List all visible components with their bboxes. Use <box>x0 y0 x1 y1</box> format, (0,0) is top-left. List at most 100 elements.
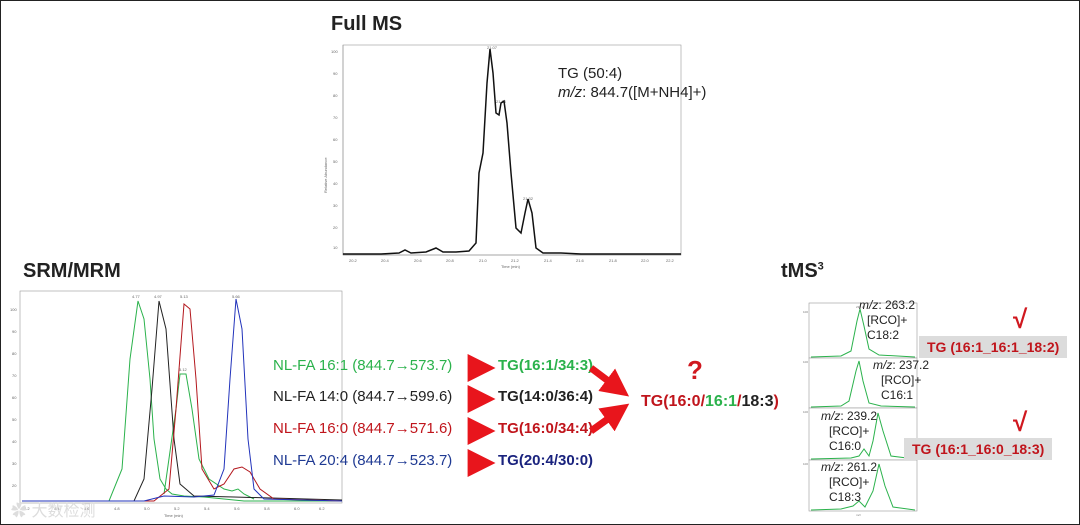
nl-fa-result-part: TG(14:0/36:4) <box>498 388 594 405</box>
svg-text:20: 20 <box>333 225 338 230</box>
svg-text:5.13: 5.13 <box>180 294 189 299</box>
svg-text:80: 80 <box>12 351 17 356</box>
tms-line2: C18:2 <box>867 328 900 342</box>
svg-text:21.4: 21.4 <box>544 258 553 263</box>
tms-line1: [RCO]+ <box>829 475 870 489</box>
tms-mz-symbol: m/z <box>873 358 893 372</box>
svg-text:m/z: m/z <box>856 513 861 517</box>
tms-mz-value: : 237.2 <box>892 358 930 372</box>
svg-text:22.2: 22.2 <box>666 258 675 263</box>
svg-text:6.2: 6.2 <box>319 506 325 511</box>
svg-text:50: 50 <box>333 159 338 164</box>
svg-text:Time (min): Time (min) <box>164 513 184 518</box>
tms-mz-symbol: m/z <box>821 409 841 423</box>
svg-text:5.0: 5.0 <box>144 506 150 511</box>
svg-text:Time (min): Time (min) <box>501 264 521 269</box>
svg-text:237.2: 237.2 <box>856 305 864 309</box>
svg-text:4.8: 4.8 <box>114 506 120 511</box>
tms-line2: C18:3 <box>829 490 862 504</box>
tms-title-sup: 3 <box>817 260 824 273</box>
tms-line2: C16:0 <box>829 439 862 453</box>
svg-text:5.8: 5.8 <box>264 506 270 511</box>
tms-mz-symbol: m/z <box>821 460 841 474</box>
tms-mz-value: : 261.2 <box>840 460 878 474</box>
svg-text:100: 100 <box>803 310 808 314</box>
tms-mz-line: m/z: 237.2 <box>873 358 929 373</box>
svg-text:100: 100 <box>10 307 17 312</box>
svg-text:20.4: 20.4 <box>381 258 390 263</box>
svg-text:100: 100 <box>331 49 338 54</box>
conclusion-part: TG(16:0/ <box>641 393 706 410</box>
svg-text:10: 10 <box>333 245 338 250</box>
svg-text:30: 30 <box>12 461 17 466</box>
svg-text:4.97: 4.97 <box>154 294 163 299</box>
tms-annotation-4: m/z: 261.2 [RCO]+ C18:3 <box>821 460 877 505</box>
check-mark-2: √ <box>1013 407 1028 437</box>
svg-text:5.66: 5.66 <box>232 294 241 299</box>
result-tag-2: TG (16:1_16:0_18:3) <box>904 438 1053 460</box>
tms-annotation-1: m/z: 263.2 [RCO]+ C18:2 <box>859 298 915 343</box>
svg-text:50: 50 <box>12 417 17 422</box>
svg-text:5.6: 5.6 <box>234 506 240 511</box>
svg-text:4.77: 4.77 <box>132 294 141 299</box>
nl-fa-result-part: TG(20:4/30:0) <box>498 452 594 469</box>
conclusion-part: ) <box>773 393 779 410</box>
tms-spectra: 237.2 100 100 100 100 m/z <box>803 302 918 517</box>
svg-text:90: 90 <box>333 71 338 76</box>
svg-text:90: 90 <box>12 329 17 334</box>
tms-mz-line: m/z: 239.2 <box>821 409 877 424</box>
tms-annotation-3: m/z: 239.2 [RCO]+ C16:0 <box>821 409 877 454</box>
svg-text:40: 40 <box>333 181 338 186</box>
arrow-merge-bottom <box>588 403 630 434</box>
nl-fa-rule-1: NL-FA 16:1 (844.7→573.7) <box>273 357 453 374</box>
srm-title: SRM/MRM <box>23 260 121 282</box>
tms-line2: C16:1 <box>881 388 914 402</box>
svg-text:21.2: 21.2 <box>511 258 520 263</box>
full-ms-title: Full MS <box>331 13 403 35</box>
tms-mz-symbol: m/z <box>859 298 879 312</box>
nl-fa-rule-4: NL-FA 20:4 (844.7→523.7) <box>273 452 453 469</box>
svg-text:5.2: 5.2 <box>174 506 180 511</box>
svg-text:20.2: 20.2 <box>349 258 358 263</box>
full-ms-mz-value: : 844.7([M+NH4]+) <box>582 84 707 101</box>
svg-text:22.0: 22.0 <box>641 258 650 263</box>
svg-text:100: 100 <box>803 360 808 364</box>
conclusion-part: 18:3 <box>741 393 774 410</box>
nl-fa-rule-3: NL-FA 16:0 (844.7→571.6) <box>273 420 453 437</box>
svg-text:70: 70 <box>333 115 338 120</box>
svg-text:21.6: 21.6 <box>576 258 585 263</box>
svg-text:5.12: 5.12 <box>179 367 188 372</box>
svg-text:70: 70 <box>12 373 17 378</box>
svg-text:4.2: 4.2 <box>24 506 30 511</box>
tms-mz-value: : 239.2 <box>840 409 878 423</box>
tms-mz-line: m/z: 261.2 <box>821 460 877 475</box>
tms-line1: [RCO]+ <box>867 313 908 327</box>
svg-text:21.16: 21.16 <box>496 99 507 104</box>
check-mark-1: √ <box>1013 304 1028 334</box>
svg-text:4.4: 4.4 <box>54 506 60 511</box>
watermark: ✿ 大数检测 <box>11 497 95 521</box>
svg-text:60: 60 <box>12 395 17 400</box>
nl-fa-result-1: TG(16:1/34:3) <box>498 357 593 374</box>
svg-text:4.6: 4.6 <box>84 506 90 511</box>
svg-text:5.4: 5.4 <box>204 506 210 511</box>
full-ms-mz: m/z: 844.7([M+NH4]+) <box>558 84 706 101</box>
nl-fa-rule-2: NL-FA 14:0 (844.7→599.6) <box>273 388 453 405</box>
tms-title: tMS3 <box>781 260 824 283</box>
svg-text:20.8: 20.8 <box>446 258 455 263</box>
arrow-merge-top <box>588 365 630 397</box>
svg-text:21.32: 21.32 <box>523 196 534 201</box>
svg-text:21.0: 21.0 <box>479 258 488 263</box>
full-ms-chromatogram: 100 90 80 70 60 50 40 30 20 10 20.2 20.4 20.6 20… <box>323 44 682 269</box>
watermark-icon: ✿ <box>11 503 28 520</box>
full-ms-mz-symbol: m/z <box>558 84 583 101</box>
svg-text:6.0: 6.0 <box>294 506 300 511</box>
nl-fa-result-part: TG(16:0/34:4) <box>498 420 594 437</box>
result-tag-1: TG (16:1_16:1_18:2) <box>919 336 1068 358</box>
svg-text:20: 20 <box>12 483 17 488</box>
question-mark: ? <box>687 355 703 385</box>
srm-chromatogram: 100 90 80 70 60 50 40 30 20 4.77 4.97 5.13 5.66 5… <box>10 290 343 518</box>
tms-mz-value: : 263.2 <box>878 298 916 312</box>
